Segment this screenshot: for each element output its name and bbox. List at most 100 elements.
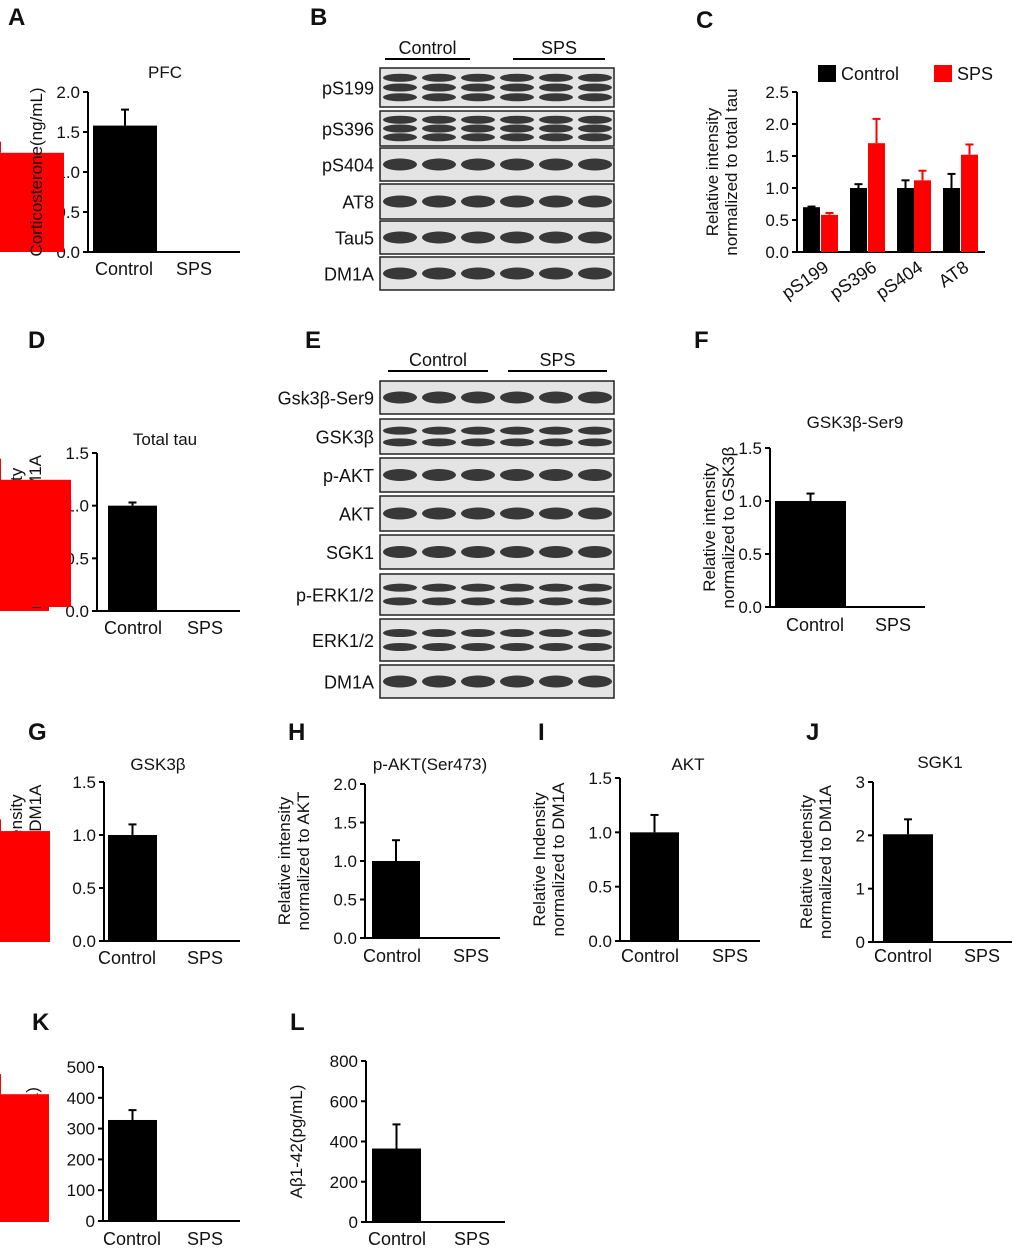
blot-band <box>383 629 417 637</box>
panel-letter: C <box>696 7 713 34</box>
blot-band <box>461 675 495 688</box>
blot-band <box>422 438 456 447</box>
blot-strip <box>379 183 615 220</box>
y-tick-label: 1.0 <box>738 492 762 511</box>
bar-sps <box>868 143 885 252</box>
blot-band <box>578 73 612 82</box>
legend-label: SPS <box>957 64 993 84</box>
blot-band <box>578 93 612 102</box>
blot-row-label: GSK3β <box>316 428 374 448</box>
x-category-label: Control <box>103 1229 161 1249</box>
blot-band <box>461 583 495 592</box>
panel-letter: F <box>694 327 709 354</box>
blot-band <box>383 546 417 558</box>
blot-band <box>578 83 612 92</box>
y-tick-label: 0.0 <box>738 598 762 617</box>
blot-band <box>461 546 495 558</box>
blot-band <box>422 391 456 404</box>
bar-control <box>943 188 960 252</box>
blot-band <box>422 83 456 92</box>
blot-band <box>500 629 534 637</box>
blot-band <box>422 675 456 688</box>
y-tick-label: 0.0 <box>333 929 357 948</box>
blot-band <box>461 643 495 651</box>
bar-control <box>93 125 157 252</box>
blot-band <box>500 73 534 82</box>
y-tick-label: 0.0 <box>72 932 96 951</box>
legend-swatch-sps <box>934 65 952 82</box>
bar-control <box>372 861 420 938</box>
blot-band <box>422 546 456 558</box>
y-tick-label: 100 <box>67 1181 95 1200</box>
bar-sps <box>0 1094 49 1222</box>
x-category-label: Control <box>786 615 844 635</box>
bar-control <box>630 832 679 941</box>
y-tick-label: 300 <box>67 1120 95 1139</box>
chart-title: PFC <box>148 63 182 82</box>
blot-group-label: SPS <box>541 38 577 58</box>
panel-letter: G <box>28 719 47 746</box>
blot-row-label: pS396 <box>322 120 374 140</box>
blot-band <box>578 267 612 280</box>
blot-band <box>578 195 612 208</box>
y-tick-label: 0 <box>856 933 865 952</box>
blot-band <box>578 158 612 171</box>
panel-letter: I <box>538 719 545 746</box>
x-category-label: SPS <box>187 618 223 638</box>
x-category-label: SPS <box>875 615 911 635</box>
blot-band <box>461 597 495 606</box>
x-category-label: SPS <box>187 1229 223 1249</box>
blot-band <box>539 73 573 82</box>
bar-control <box>372 1148 421 1222</box>
legend-swatch-control <box>818 65 836 82</box>
y-axis-label: normalized to DM1A <box>816 784 835 939</box>
blot-band <box>500 231 534 244</box>
blot-band <box>500 583 534 592</box>
blot-band <box>500 83 534 92</box>
panel-letter: A <box>8 4 25 31</box>
y-tick-label: 1.0 <box>72 826 96 845</box>
y-tick-label: 1.5 <box>56 123 80 142</box>
y-tick-label: 0 <box>349 1213 358 1232</box>
y-tick-label: 400 <box>330 1133 358 1152</box>
y-axis-label: Corticosterone(ng/mL) <box>27 87 46 256</box>
blot-strip <box>379 534 615 570</box>
y-tick-label: 0 <box>86 1212 95 1231</box>
blot-row-label: pS404 <box>322 156 374 176</box>
chart-title: Total tau <box>133 430 197 449</box>
blot-band <box>461 267 495 280</box>
chart-panel-l: 0 200 400 600 800 Control SPS Aβ1-42(pg/mL) <box>0 1052 505 1249</box>
blot-band <box>461 124 495 133</box>
blot-band <box>422 158 456 171</box>
x-category-label: Control <box>874 946 932 966</box>
blot-band <box>461 426 495 435</box>
y-tick-label: 1.5 <box>765 147 789 166</box>
blot-band <box>539 124 573 133</box>
blot-band <box>539 583 573 592</box>
blot-band <box>578 629 612 637</box>
y-tick-label: 2 <box>856 826 865 845</box>
blot-band <box>383 675 417 688</box>
western-blot-b: Control SPS pS199 pS396 pS404 AT8 Tau5 DM1A <box>322 38 615 291</box>
chart-title: SGK1 <box>917 753 962 772</box>
blot-band <box>422 583 456 592</box>
y-axis-label: Relative Indensity <box>797 794 816 929</box>
y-tick-label: 1.0 <box>65 497 89 516</box>
blot-band <box>422 231 456 244</box>
blot-band <box>578 507 612 520</box>
y-tick-label: 1.5 <box>588 769 612 788</box>
blot-row-label: DM1A <box>324 265 374 285</box>
blot-band <box>539 93 573 102</box>
blot-band <box>500 643 534 651</box>
y-axis-label: Aβ1-42(pg/mL) <box>287 1085 306 1199</box>
blot-band <box>500 426 534 435</box>
blot-band <box>383 231 417 244</box>
blot-group-label: Control <box>409 350 467 370</box>
blot-band <box>578 133 612 142</box>
blot-band <box>539 629 573 637</box>
blot-band <box>422 124 456 133</box>
bar-sps <box>961 154 978 252</box>
blot-strip <box>379 67 615 108</box>
